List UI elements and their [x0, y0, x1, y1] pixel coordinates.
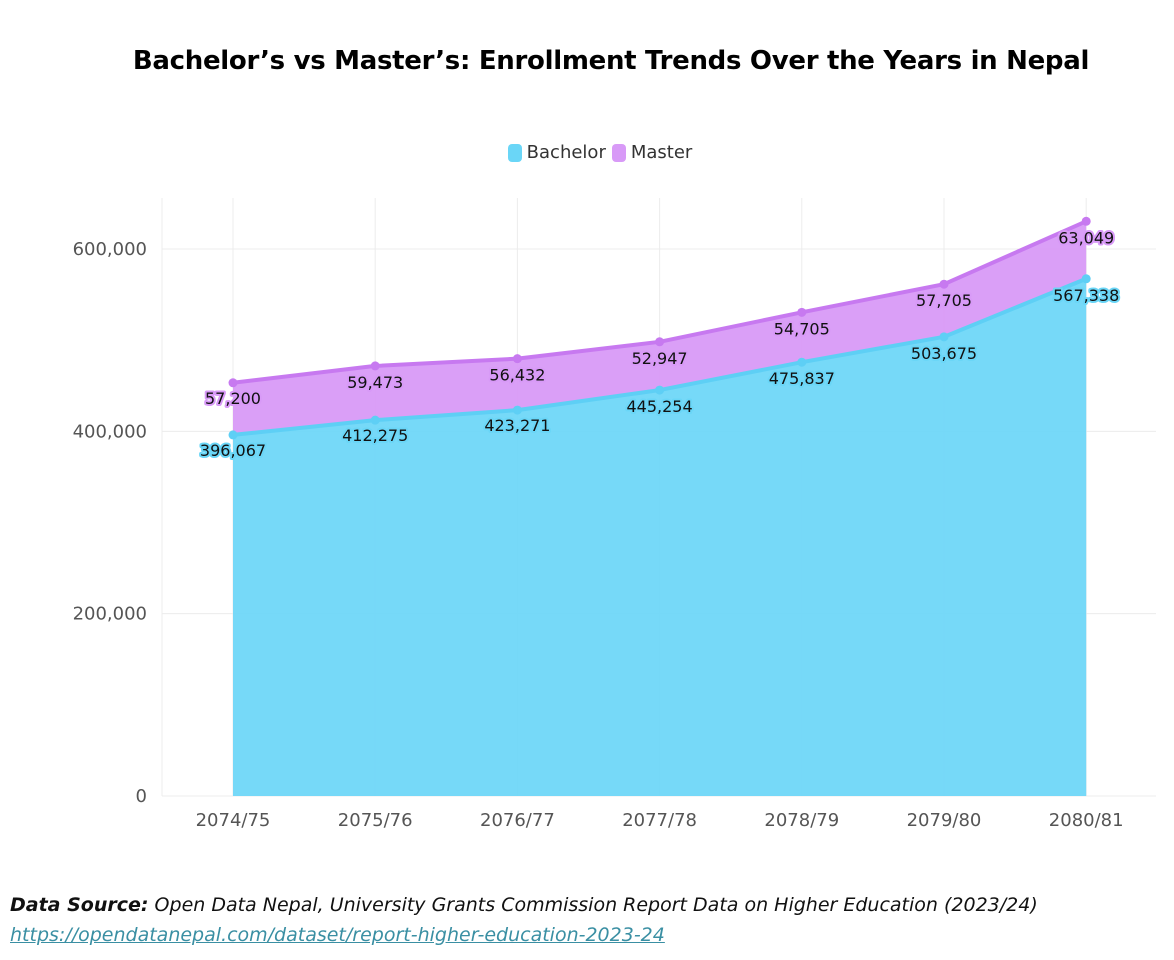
data-label-master: 63,049	[1058, 228, 1114, 247]
point-master	[797, 307, 807, 317]
data-label-bachelor: 475,837	[769, 369, 835, 388]
point-bachelor	[655, 385, 665, 395]
area-master	[233, 221, 1087, 435]
data-source-link[interactable]: https://opendatanepal.com/dataset/report…	[10, 924, 665, 946]
data-label-bachelor: 567,338	[1053, 286, 1119, 305]
point-bachelor	[939, 332, 949, 342]
data-label-master: 54,705	[774, 319, 830, 338]
area-bachelor	[233, 278, 1087, 796]
data-label-bachelor: 445,254	[627, 397, 693, 416]
point-bachelor	[797, 357, 807, 367]
data-label-bachelor: 423,271	[484, 416, 550, 435]
point-master	[228, 378, 238, 388]
data-label-bachelor: 412,275	[342, 426, 408, 445]
point-bachelor	[1081, 274, 1091, 284]
legend-label-master: Master	[630, 142, 693, 163]
point-master	[939, 279, 949, 289]
data-label-bachelor: 396,067	[200, 441, 266, 460]
point-bachelor	[228, 430, 238, 440]
point-master	[512, 354, 522, 364]
legend-swatch-bachelor	[507, 143, 522, 162]
y-tick-label: 600,000	[73, 239, 147, 260]
point-master	[370, 361, 380, 371]
point-bachelor	[512, 405, 522, 415]
y-tick-label: 400,000	[73, 421, 147, 442]
x-tick-label: 2074/75	[196, 810, 271, 831]
legend-item-master[interactable]: Master	[611, 142, 693, 163]
data-label-master: 57,200	[205, 389, 261, 408]
point-master	[1081, 216, 1091, 226]
x-tick-label: 2080/81	[1049, 810, 1124, 831]
x-tick-label: 2076/77	[480, 810, 555, 831]
data-label-master: 56,432	[489, 366, 545, 385]
point-bachelor	[370, 415, 380, 425]
x-tick-label: 2078/79	[764, 810, 839, 831]
data-label-bachelor: 503,675	[911, 344, 977, 363]
legend-item-bachelor[interactable]: Bachelor	[507, 142, 606, 163]
data-label-master: 59,473	[347, 373, 403, 392]
data-label-master: 57,705	[916, 291, 972, 310]
data-source: Data Source: Open Data Nepal, University…	[10, 894, 1038, 916]
point-master	[655, 337, 665, 347]
x-tick-label: 2079/80	[907, 810, 982, 831]
legend-swatch-master	[611, 143, 626, 162]
data-label-master: 52,947	[632, 349, 688, 368]
chart-title: Bachelor’s vs Master’s: Enrollment Trend…	[132, 46, 1090, 76]
x-tick-label: 2077/78	[622, 810, 697, 831]
legend: Bachelor Master	[0, 142, 1174, 163]
y-tick-label: 0	[136, 786, 147, 807]
y-tick-label: 200,000	[73, 604, 147, 625]
area-chart: 396,067 412,275 423,271 445,254 475,837 503,6…	[73, 198, 1156, 831]
data-source-label: Data Source:	[10, 894, 149, 916]
x-tick-label: 2075/76	[338, 810, 413, 831]
data-source-text: Open Data Nepal, University Grants Commi…	[154, 894, 1038, 916]
legend-label-bachelor: Bachelor	[526, 142, 606, 163]
